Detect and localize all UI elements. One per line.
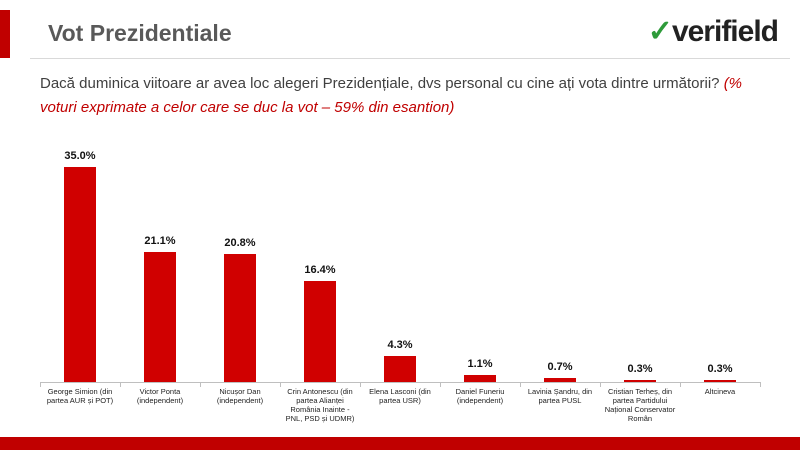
slide-title: Vot Prezidentiale	[48, 20, 232, 46]
bar	[64, 166, 96, 382]
bar	[544, 377, 576, 382]
footer-bar	[0, 437, 800, 450]
question-text: Dacă duminica viitoare ar avea loc alege…	[40, 75, 720, 92]
bar	[624, 380, 656, 382]
axis-tick	[760, 382, 761, 387]
accent-bar	[0, 10, 10, 58]
axis-tick	[520, 382, 521, 387]
value-label: 4.3%	[387, 338, 413, 351]
axis-tick	[360, 382, 361, 387]
question-note: (% voturi exprimate a celor care se duc …	[40, 75, 743, 116]
logo: ✓verifield	[647, 14, 779, 49]
category-label: George Simion (din partea AUR și POT)	[46, 387, 114, 405]
value-label: 35.0%	[64, 149, 96, 162]
bar	[304, 281, 336, 382]
value-label: 0.3%	[627, 363, 653, 376]
value-label: 21.1%	[144, 235, 176, 248]
x-axis	[40, 382, 760, 383]
bar	[144, 252, 176, 382]
separator	[30, 58, 790, 59]
bar	[224, 254, 256, 382]
logo-check: ✓	[647, 15, 673, 48]
logo-text: verifield	[671, 15, 779, 48]
category-label: Elena Lasconi (din partea USR)	[369, 387, 431, 405]
category-label: Cristian Terheș, din partea Partidului N…	[604, 387, 676, 423]
category-label: Crin Antonescu (din partea Alianței Româ…	[285, 387, 355, 423]
value-label: 20.8%	[224, 237, 256, 250]
category-label: Nicușor Dan (independent)	[216, 387, 264, 405]
question: Dacă duminica viitoare ar avea loc alege…	[40, 72, 770, 120]
value-label: 16.4%	[304, 264, 336, 277]
axis-tick	[680, 382, 681, 387]
category-label: Daniel Funeriu (independent)	[455, 387, 505, 405]
axis-tick	[120, 382, 121, 387]
bar	[384, 355, 416, 382]
axis-tick	[600, 382, 601, 387]
category-label: Altcineva	[704, 387, 736, 396]
axis-tick	[440, 382, 441, 387]
value-label: 0.7%	[547, 360, 573, 373]
value-label: 1.1%	[467, 358, 493, 371]
bar	[704, 380, 736, 382]
axis-tick	[200, 382, 201, 387]
axis-tick	[280, 382, 281, 387]
bar	[464, 375, 496, 382]
value-label: 0.3%	[707, 363, 733, 376]
axis-tick	[40, 382, 41, 387]
category-label: Lavinia Șandru, din partea PUSL	[527, 387, 593, 405]
category-label: Victor Ponta (independent)	[136, 387, 184, 405]
